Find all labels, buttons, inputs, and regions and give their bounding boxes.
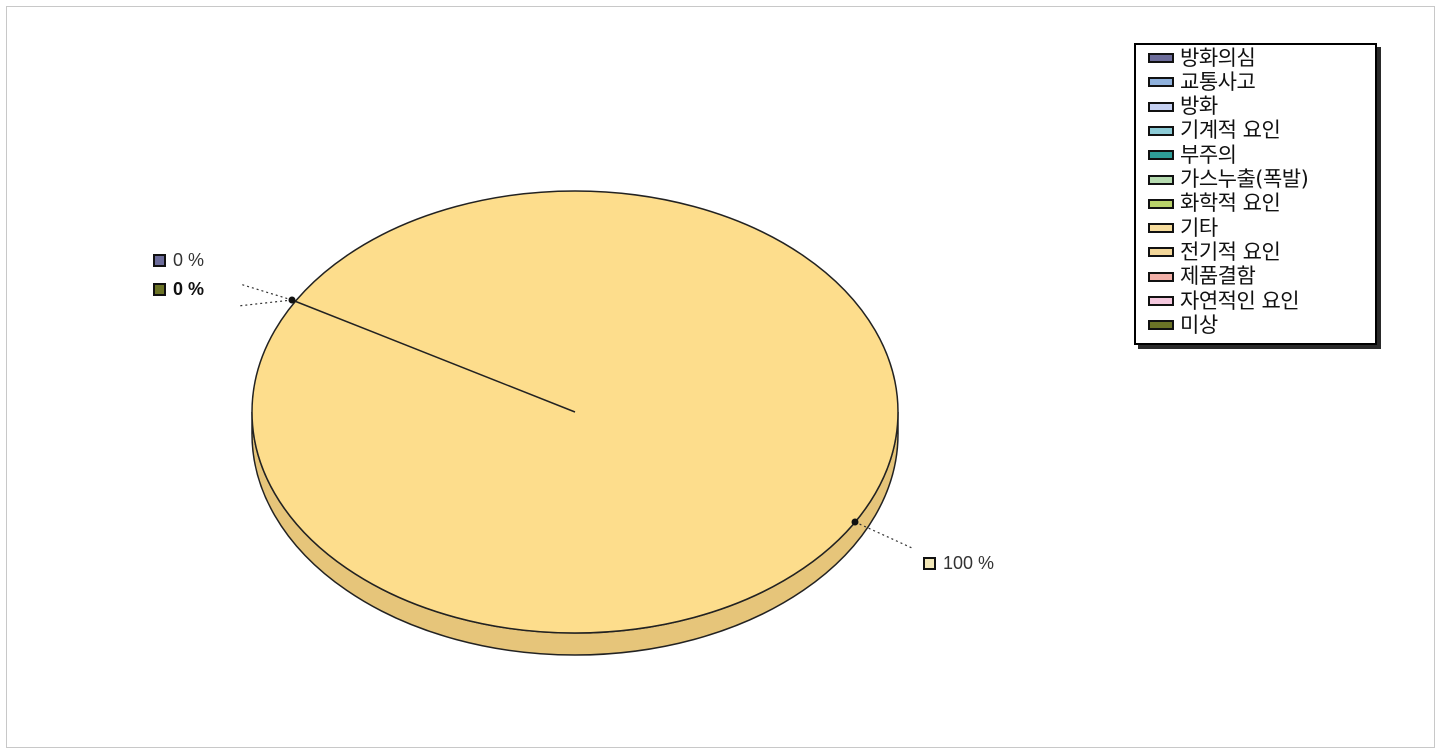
legend-item[interactable]: 방화 xyxy=(1148,95,1218,119)
legend-item[interactable]: 전기적 요인 xyxy=(1148,239,1281,264)
slice-label-text: 0 % xyxy=(173,250,205,270)
legend-swatch xyxy=(1148,320,1174,331)
leader-dot xyxy=(288,296,296,304)
legend-label: 기타 xyxy=(1180,215,1218,240)
legend-label: 기계적 요인 xyxy=(1180,118,1281,143)
legend-item[interactable]: 화학적 요인 xyxy=(1148,191,1281,216)
legend-swatch xyxy=(1148,77,1174,88)
legend-swatch xyxy=(1148,271,1174,282)
slice-label-swatch xyxy=(923,557,936,570)
leader-dot xyxy=(851,518,859,526)
legend-swatch xyxy=(1148,223,1174,234)
leader-lines xyxy=(237,283,913,549)
legend-item[interactable]: 제품결함 xyxy=(1148,264,1256,289)
legend-item[interactable]: 미상 xyxy=(1148,313,1218,337)
legend-swatch xyxy=(1148,150,1174,161)
legend-item[interactable]: 가스누출(폭발) xyxy=(1148,167,1309,192)
legend-label: 가스누출(폭발) xyxy=(1180,167,1309,191)
legend-label: 부주의 xyxy=(1180,142,1237,167)
legend-label: 제품결함 xyxy=(1180,264,1256,289)
legend-item[interactable]: 기타 xyxy=(1148,216,1218,240)
leader-line-0 xyxy=(239,283,293,301)
legend-swatch xyxy=(1148,247,1174,258)
legend-item[interactable]: 자연적인 요인 xyxy=(1148,288,1300,313)
legend: 방화의심 교통사고 방화 기계적 요인 부주의 가스누출(폭발) 화학적 요인 기타 전기적 요… xyxy=(1134,43,1377,345)
legend-label: 방화의심 xyxy=(1180,45,1256,70)
leader-line-2 xyxy=(854,521,913,549)
legend-item[interactable]: 교통사고 xyxy=(1148,69,1256,94)
slice-label-text: 100 % xyxy=(943,553,995,573)
legend-swatch xyxy=(1148,198,1174,209)
legend-label: 교통사고 xyxy=(1180,69,1256,94)
legend-swatch xyxy=(1148,174,1174,185)
legend-swatch xyxy=(1148,296,1174,306)
slice-boundary-line xyxy=(291,299,576,413)
legend-label: 자연적인 요인 xyxy=(1180,288,1300,313)
legend-item[interactable]: 기계적 요인 xyxy=(1148,118,1281,143)
legend-label: 화학적 요인 xyxy=(1180,191,1281,216)
legend-label: 방화 xyxy=(1180,94,1218,119)
legend-swatch xyxy=(1148,53,1174,63)
slice-label: 0 % xyxy=(153,279,204,300)
legend-item[interactable]: 방화의심 xyxy=(1148,45,1256,70)
legend-item[interactable]: 부주의 xyxy=(1148,142,1237,167)
legend-swatch xyxy=(1148,101,1174,112)
legend-label: 전기적 요인 xyxy=(1180,239,1281,264)
legend-label: 미상 xyxy=(1180,312,1218,337)
slice-label: 100 % xyxy=(923,553,994,574)
legend-swatch xyxy=(1148,125,1174,136)
slice-label-swatch xyxy=(153,283,166,296)
slice-label-text: 0 % xyxy=(173,279,205,299)
leader-line-1 xyxy=(237,299,293,307)
slice-label-swatch xyxy=(153,254,166,267)
slice-label: 0 % xyxy=(153,250,204,271)
